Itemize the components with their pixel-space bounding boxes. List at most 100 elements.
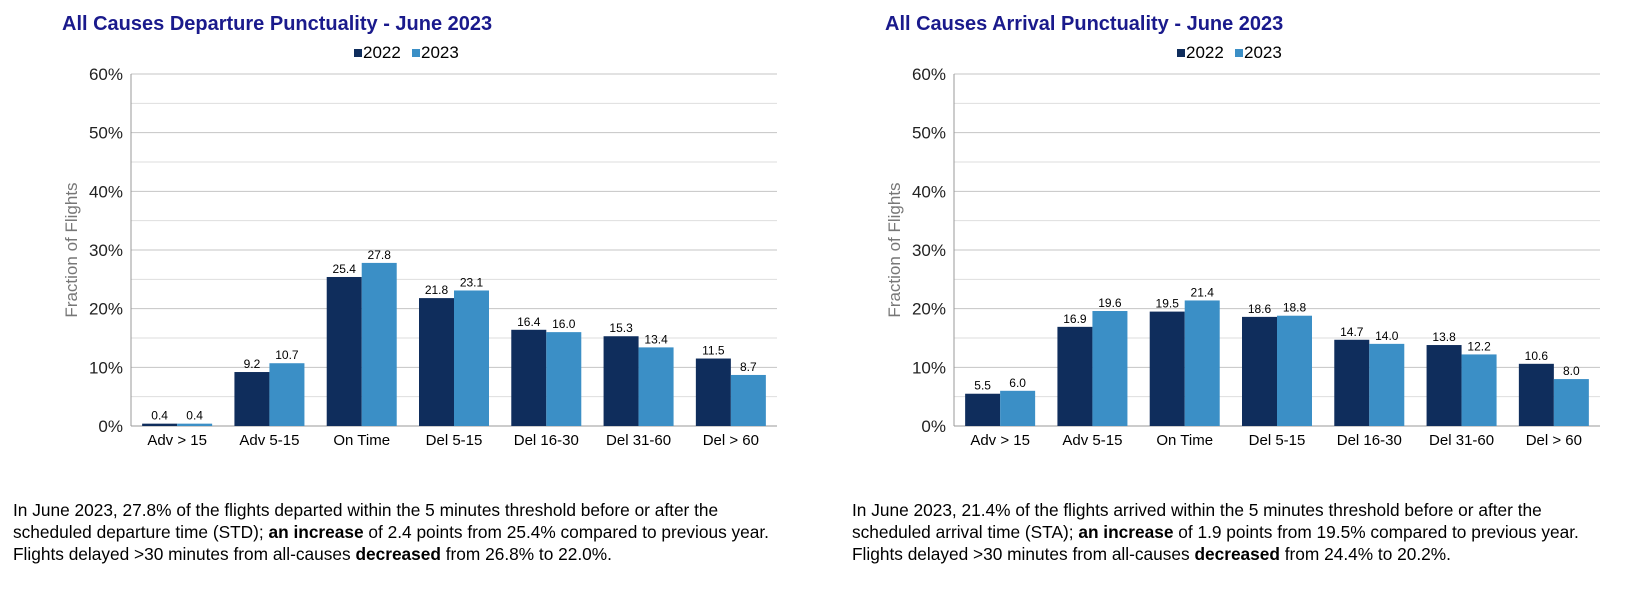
caption-text: of 2.4 points from 25.4% compared to pre… bbox=[363, 522, 769, 542]
x-tick-label: Del 5-15 bbox=[1249, 432, 1306, 449]
data-label-2022: 0.4 bbox=[151, 409, 168, 423]
data-label-2022: 15.3 bbox=[609, 321, 633, 335]
bar-2022 bbox=[695, 358, 731, 426]
data-label-2023: 8.0 bbox=[1563, 364, 1580, 378]
bar-2022 bbox=[1057, 326, 1093, 426]
y-tick-label: 30% bbox=[912, 241, 946, 260]
arrival-caption: In June 2023, 21.4% of the flights arriv… bbox=[852, 499, 1579, 565]
x-tick-label: On Time bbox=[1156, 432, 1213, 449]
legend: 2022 2023 bbox=[1177, 43, 1282, 62]
data-label-2022: 18.6 bbox=[1248, 302, 1272, 316]
data-label-2023: 10.7 bbox=[275, 348, 299, 362]
legend-label-2022: 2022 bbox=[1186, 43, 1224, 62]
bar-2022 bbox=[511, 329, 547, 426]
y-axis-label: Fraction of Flights bbox=[62, 182, 81, 317]
arrival-chart: All Causes Arrival Punctuality - June 20… bbox=[885, 13, 1600, 449]
caption-text: scheduled departure time (STD); bbox=[13, 522, 269, 542]
caption-text: of 1.9 points from 19.5% compared to pre… bbox=[1173, 522, 1579, 542]
x-tick-label: Adv 5-15 bbox=[239, 432, 299, 449]
caption-emphasis: decreased bbox=[1194, 544, 1280, 564]
y-tick-label: 40% bbox=[89, 182, 123, 201]
bar-2022 bbox=[326, 276, 362, 426]
x-tick-label: Adv > 15 bbox=[970, 432, 1030, 449]
x-tick-label: On Time bbox=[333, 432, 390, 449]
y-tick-label: 10% bbox=[912, 358, 946, 377]
caption-emphasis: decreased bbox=[355, 544, 441, 564]
y-tick-label: 30% bbox=[89, 241, 123, 260]
y-tick-label: 10% bbox=[89, 358, 123, 377]
departure-chart: All Causes Departure Punctuality - June … bbox=[62, 13, 777, 449]
caption-line-3: Flights delayed >30 minutes from all-cau… bbox=[13, 543, 769, 565]
bar-2022 bbox=[142, 423, 178, 426]
caption-line-1: In June 2023, 27.8% of the flights depar… bbox=[13, 500, 719, 520]
x-tick-label: Del 16-30 bbox=[514, 432, 579, 449]
data-label-2023: 6.0 bbox=[1009, 376, 1026, 390]
data-label-2022: 16.4 bbox=[517, 315, 541, 329]
data-label-2022: 9.2 bbox=[244, 357, 261, 371]
bar-2023 bbox=[730, 374, 766, 426]
caption-emphasis: an increase bbox=[1078, 522, 1174, 542]
data-label-2023: 14.0 bbox=[1375, 329, 1399, 343]
caption-text: Flights delayed >30 minutes from all-cau… bbox=[852, 544, 1195, 564]
bar-2022 bbox=[965, 393, 1001, 426]
x-tick-label: Adv 5-15 bbox=[1062, 432, 1122, 449]
y-tick-label: 60% bbox=[912, 65, 946, 84]
data-label-2023: 23.1 bbox=[460, 275, 484, 289]
data-label-2022: 11.5 bbox=[702, 344, 725, 358]
data-label-2023: 27.8 bbox=[368, 248, 392, 262]
data-label-2022: 13.8 bbox=[1432, 330, 1456, 344]
x-tick-label: Del > 60 bbox=[703, 432, 759, 449]
bar-2022 bbox=[1149, 311, 1185, 426]
chart-title: All Causes Arrival Punctuality - June 20… bbox=[885, 13, 1283, 35]
legend-swatch-2022 bbox=[1177, 49, 1185, 57]
caption-line-2: scheduled arrival time (STA); an increas… bbox=[852, 521, 1579, 543]
bar-2023 bbox=[546, 332, 582, 426]
y-tick-label: 60% bbox=[89, 65, 123, 84]
data-label-2022: 5.5 bbox=[974, 379, 991, 393]
arrival-panel: All Causes Arrival Punctuality - June 20… bbox=[823, 0, 1646, 597]
bar-2022 bbox=[1518, 363, 1554, 426]
caption-emphasis: an increase bbox=[268, 522, 364, 542]
x-tick-label: Del 31-60 bbox=[606, 432, 671, 449]
x-tick-label: Del > 60 bbox=[1526, 432, 1582, 449]
y-tick-label: 50% bbox=[912, 124, 946, 143]
data-label-2023: 8.7 bbox=[740, 360, 757, 374]
data-label-2023: 21.4 bbox=[1191, 285, 1215, 299]
bar-2022 bbox=[1334, 339, 1370, 426]
y-tick-label: 0% bbox=[921, 417, 946, 436]
data-label-2022: 19.5 bbox=[1156, 297, 1180, 311]
data-label-2022: 16.9 bbox=[1063, 312, 1087, 326]
bar-2023 bbox=[454, 290, 489, 426]
legend-label-2023: 2023 bbox=[421, 43, 459, 62]
legend-label-2023: 2023 bbox=[1244, 43, 1282, 62]
x-tick-label: Del 5-15 bbox=[426, 432, 483, 449]
departure-caption: In June 2023, 27.8% of the flights depar… bbox=[13, 499, 769, 565]
bar-2023 bbox=[361, 262, 397, 426]
legend-swatch-2023 bbox=[1235, 49, 1243, 57]
caption-line-2: scheduled departure time (STD); an incre… bbox=[13, 521, 769, 543]
x-tick-label: Del 16-30 bbox=[1337, 432, 1402, 449]
y-axis-label: Fraction of Flights bbox=[885, 182, 904, 317]
data-label-2022: 25.4 bbox=[333, 262, 357, 276]
data-label-2023: 18.8 bbox=[1283, 301, 1307, 315]
bar-2023 bbox=[1000, 390, 1036, 426]
caption-text: from 24.4% to 20.2%. bbox=[1279, 544, 1451, 564]
y-tick-label: 20% bbox=[89, 300, 123, 319]
y-tick-label: 0% bbox=[98, 417, 123, 436]
data-label-2022: 21.8 bbox=[425, 283, 449, 297]
bar-2022 bbox=[419, 298, 454, 426]
bar-2022 bbox=[234, 372, 270, 426]
bar-2022 bbox=[1242, 316, 1277, 426]
y-tick-label: 50% bbox=[89, 124, 123, 143]
chart-title: All Causes Departure Punctuality - June … bbox=[62, 13, 492, 35]
caption-line-3: Flights delayed >30 minutes from all-cau… bbox=[852, 543, 1579, 565]
bar-2023 bbox=[1461, 354, 1497, 426]
bar-2023 bbox=[1184, 300, 1220, 426]
caption-text: from 26.8% to 22.0%. bbox=[440, 544, 612, 564]
bar-2023 bbox=[1277, 315, 1312, 426]
bar-2022 bbox=[1426, 345, 1462, 426]
data-label-2023: 0.4 bbox=[186, 409, 203, 423]
data-label-2023: 13.4 bbox=[644, 332, 668, 346]
y-tick-label: 40% bbox=[912, 182, 946, 201]
bar-2022 bbox=[603, 336, 639, 426]
